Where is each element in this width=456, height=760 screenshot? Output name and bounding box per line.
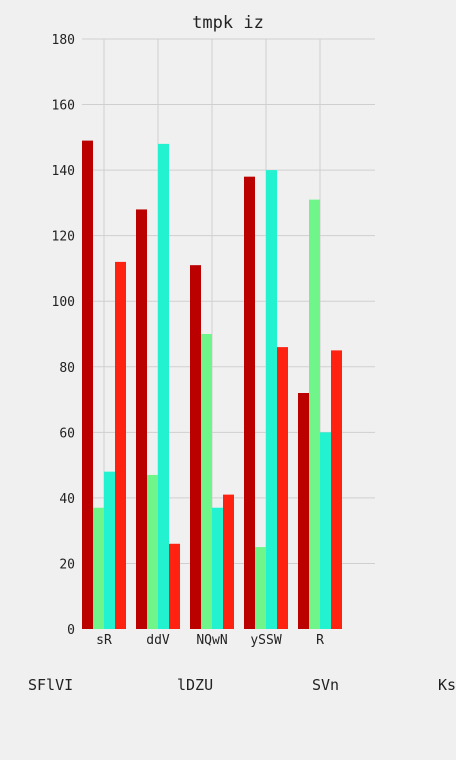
x-tick-label: NQwN	[196, 633, 227, 648]
y-axis-ticks: 0 20 40 60 80 100 120 140 160 180	[52, 33, 75, 638]
y-tick-label: 120	[52, 230, 75, 245]
y-tick-label: 0	[67, 623, 75, 638]
bar-lDZU-sR	[93, 507, 104, 629]
y-tick-label: 140	[52, 164, 75, 179]
y-tick-label: 20	[59, 557, 75, 572]
bar-Ks-ySSW	[277, 347, 288, 629]
legend-entry: Ks	[438, 676, 456, 694]
bar-Ks-ddV	[169, 543, 180, 629]
chart-title: tmpk iz	[192, 13, 264, 33]
bar-SVn-sR	[104, 471, 115, 629]
bar-Ks-NQwN	[223, 494, 234, 629]
bar-lDZU-NQwN	[201, 334, 212, 629]
bar-SVn-NQwN	[212, 507, 223, 629]
bar-lDZU-ddV	[147, 474, 158, 629]
bar-SVn-ddV	[158, 143, 169, 629]
bar-SFlVI-ddV	[136, 209, 147, 629]
legend-entry: SFlVI	[28, 676, 73, 694]
bars	[82, 140, 342, 629]
bar-SFlVI-ySSW	[244, 176, 255, 629]
x-tick-label: ySSW	[250, 633, 281, 648]
bar-Ks-sR	[115, 261, 126, 629]
y-tick-label: 40	[59, 492, 75, 507]
x-tick-label: sR	[96, 633, 112, 648]
bar-lDZU-R	[309, 199, 320, 629]
bar-SVn-ySSW	[266, 170, 277, 629]
bar-lDZU-ySSW	[255, 547, 266, 629]
legend-entry: lDZU	[177, 676, 213, 694]
y-tick-label: 180	[52, 33, 75, 48]
y-tick-label: 100	[52, 295, 75, 310]
bar-SFlVI-NQwN	[190, 265, 201, 629]
bar-SVn-R	[320, 432, 331, 629]
y-tick-label: 80	[59, 361, 75, 376]
bar-Ks-R	[331, 350, 342, 629]
x-axis-ticks: sR ddV NQwN ySSW R	[96, 633, 324, 648]
y-tick-label: 160	[52, 99, 75, 114]
bar-SFlVI-sR	[82, 140, 93, 629]
bar-SFlVI-R	[298, 393, 309, 629]
x-tick-label: R	[316, 633, 324, 648]
legend: SFlVI lDZU SVn Ks	[28, 676, 456, 694]
legend-entry: SVn	[312, 676, 339, 694]
x-tick-label: ddV	[146, 633, 170, 648]
y-tick-label: 60	[59, 426, 75, 441]
